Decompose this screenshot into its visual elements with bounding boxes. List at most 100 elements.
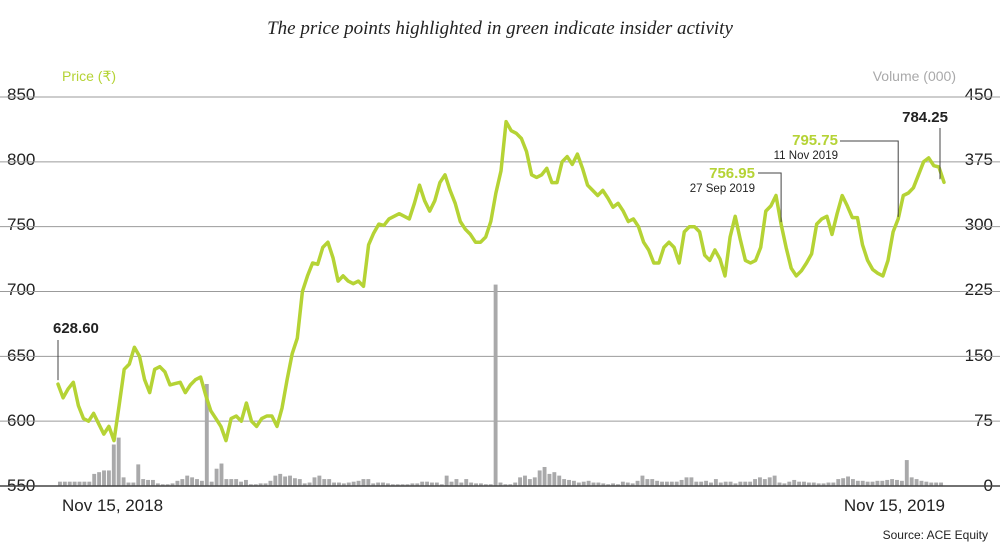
volume-tick: 450 bbox=[964, 85, 993, 104]
volume-bar bbox=[116, 437, 121, 486]
volume-bar bbox=[322, 479, 327, 486]
volume-bar bbox=[483, 484, 488, 486]
volume-bar bbox=[885, 479, 890, 486]
volume-bar bbox=[811, 482, 816, 486]
volume-bar bbox=[699, 481, 704, 486]
volume-bar bbox=[914, 479, 919, 486]
volume-bar bbox=[180, 479, 185, 486]
volume-bar bbox=[640, 475, 645, 486]
volume-bar bbox=[841, 478, 846, 486]
volume-bar bbox=[630, 483, 635, 486]
volume-bar bbox=[185, 475, 190, 486]
annotation-nov-date: 11 Nov 2019 bbox=[774, 150, 838, 162]
volume-bar bbox=[547, 473, 552, 486]
volume-bar bbox=[581, 481, 586, 486]
volume-tick: 375 bbox=[964, 150, 993, 169]
volume-bar bbox=[253, 484, 258, 486]
volume-bar bbox=[743, 481, 748, 486]
volume-bar bbox=[297, 479, 302, 486]
volume-bar bbox=[390, 484, 395, 486]
price-tick: 750 bbox=[7, 215, 36, 234]
volume-bar bbox=[596, 482, 601, 486]
volume-bar bbox=[67, 481, 72, 486]
volume-bar bbox=[890, 479, 895, 486]
volume-bar bbox=[493, 284, 498, 486]
volume-bar bbox=[806, 482, 811, 486]
annotation-sep-price: 756.95 bbox=[709, 165, 755, 182]
volume-bar bbox=[552, 472, 557, 486]
volume-bar bbox=[635, 480, 640, 486]
volume-bar bbox=[459, 482, 464, 486]
volume-bar bbox=[567, 479, 571, 486]
volume-bar bbox=[650, 479, 655, 486]
volume-bar bbox=[738, 481, 743, 486]
volume-bar bbox=[341, 483, 346, 486]
volume-bar bbox=[645, 479, 650, 486]
volume-bar bbox=[288, 475, 292, 486]
volume-bar bbox=[425, 481, 430, 486]
volume-bar bbox=[151, 479, 155, 486]
volume-bar bbox=[694, 481, 699, 486]
volume-bar bbox=[591, 482, 596, 486]
volume-bar bbox=[136, 464, 141, 486]
volume-bar bbox=[126, 482, 131, 486]
volume-bar bbox=[131, 482, 136, 486]
volume-bar bbox=[97, 472, 102, 486]
volume-bar bbox=[674, 481, 679, 486]
volume-bar bbox=[454, 479, 459, 486]
volume-bar bbox=[400, 484, 405, 486]
volume-bar bbox=[351, 481, 356, 486]
volume-bar bbox=[704, 480, 709, 486]
volume-bar bbox=[684, 477, 689, 486]
volume-bar bbox=[660, 481, 664, 486]
volume-bar bbox=[821, 483, 826, 486]
volume-bar bbox=[190, 477, 195, 486]
volume-bar bbox=[831, 482, 836, 486]
volume-bar bbox=[92, 473, 97, 486]
volume-bar bbox=[669, 481, 674, 486]
volume-tick: 75 bbox=[974, 411, 993, 430]
volume-bar bbox=[723, 481, 728, 486]
volume-bar bbox=[816, 483, 821, 486]
volume-bars bbox=[58, 284, 943, 486]
volume-bar bbox=[826, 482, 831, 486]
volume-bar bbox=[733, 483, 738, 486]
volume-tick: 225 bbox=[964, 280, 993, 299]
volume-bar bbox=[420, 481, 425, 486]
volume-bar bbox=[792, 479, 797, 486]
x-start-label: Nov 15, 2018 bbox=[62, 496, 164, 515]
price-tick: 650 bbox=[7, 346, 36, 365]
volume-bar bbox=[488, 484, 493, 486]
volume-bar bbox=[586, 480, 591, 486]
volume-bar bbox=[787, 481, 792, 486]
volume-bar bbox=[532, 477, 537, 486]
volume-bar bbox=[346, 482, 351, 486]
volume-bar bbox=[557, 475, 562, 486]
volume-tick: 300 bbox=[964, 215, 993, 234]
volume-bar bbox=[919, 480, 924, 486]
volume-bar bbox=[606, 484, 611, 486]
volume-bar bbox=[523, 475, 527, 486]
volume-bar bbox=[160, 484, 165, 486]
volume-bar bbox=[620, 481, 625, 486]
volume-bar bbox=[317, 475, 322, 486]
volume-bar bbox=[434, 482, 439, 486]
volume-bar bbox=[430, 482, 434, 486]
volume-bar bbox=[234, 479, 239, 486]
volume-bar bbox=[381, 482, 385, 486]
annotation-sep-date: 27 Sep 2019 bbox=[690, 183, 755, 195]
annotation-start-price: 628.60 bbox=[53, 320, 99, 337]
volume-bar bbox=[175, 480, 180, 486]
volume-bar bbox=[753, 479, 757, 486]
volume-bar bbox=[219, 463, 224, 486]
volume-bar bbox=[728, 481, 733, 486]
volume-bar bbox=[518, 477, 523, 486]
volume-bar bbox=[616, 484, 620, 486]
volume-bar bbox=[571, 480, 576, 486]
volume-bar bbox=[508, 484, 513, 486]
volume-bar bbox=[846, 476, 850, 486]
volume-bar bbox=[498, 482, 503, 486]
volume-bar bbox=[875, 480, 880, 486]
volume-bar bbox=[503, 484, 508, 486]
